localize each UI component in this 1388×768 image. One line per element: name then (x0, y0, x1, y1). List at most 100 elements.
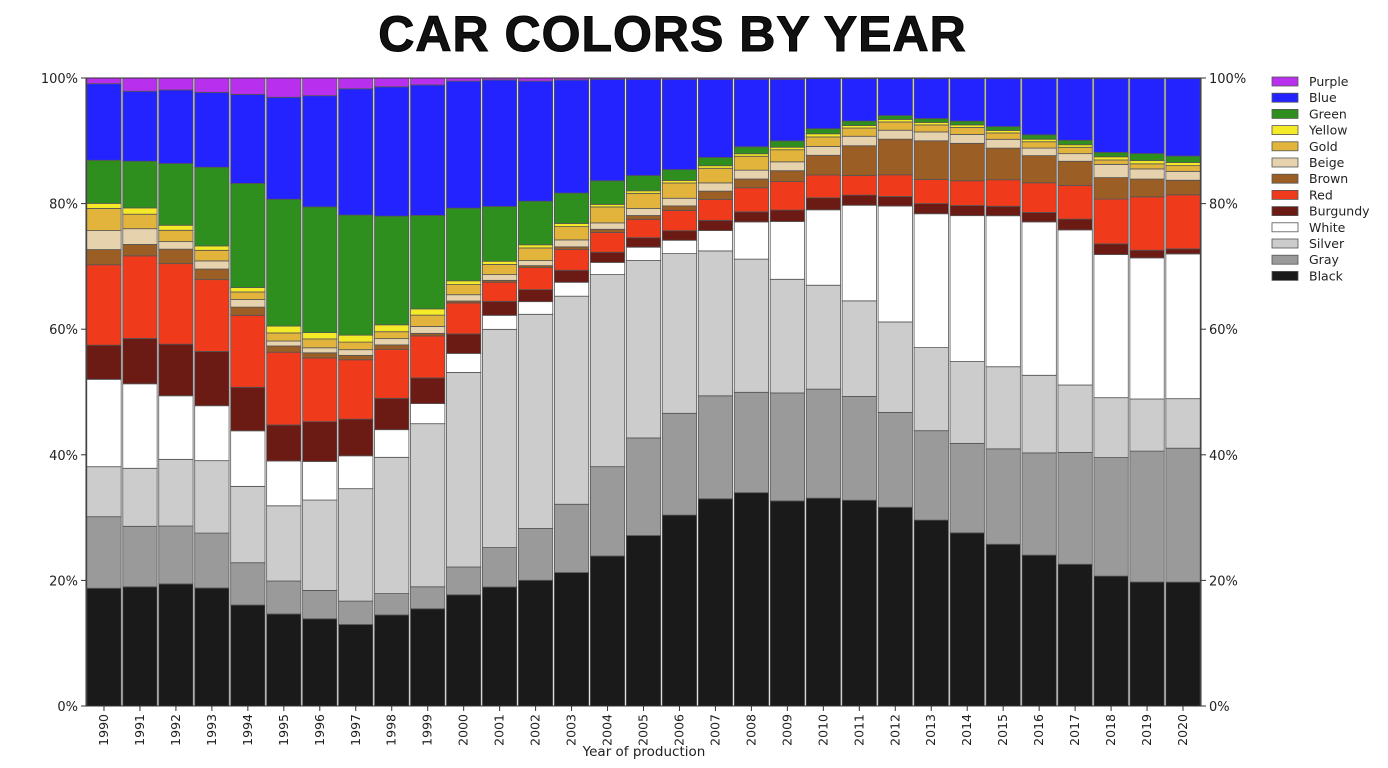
bar-segment-red-2016 (1021, 182, 1057, 213)
bar-segment-gray-1992 (158, 525, 194, 585)
bar-segment-beige-2001 (482, 274, 518, 281)
bar-segment-black-2018 (1093, 575, 1129, 707)
bar-segment-beige-1995 (266, 340, 302, 347)
bar-segment-silver-1997 (338, 488, 374, 602)
bar-segment-green-1992 (158, 163, 194, 226)
bar-segment-gold-2019 (1129, 163, 1165, 170)
bar-segment-blue-1999 (410, 84, 446, 216)
bar-segment-green-2012 (877, 115, 913, 120)
bar-segment-gray-1994 (230, 562, 266, 606)
bar-segment-brown-2017 (1057, 160, 1093, 186)
x-tick-label-2005: 2005 (636, 714, 651, 746)
bar-segment-white-2002 (518, 301, 554, 315)
bar-segment-gray-2016 (1021, 452, 1057, 556)
bar-segment-green-2016 (1021, 134, 1057, 140)
bar-segment-beige-2014 (949, 134, 985, 144)
bar-segment-blue-2013 (913, 78, 949, 119)
bar-segment-blue-2014 (949, 78, 985, 122)
bar-segment-silver-1991 (122, 467, 158, 527)
bar-segment-silver-2000 (446, 372, 482, 568)
bar-segment-blue-1997 (338, 88, 374, 216)
bar-segment-white-2006 (661, 239, 698, 255)
bar-segment-blue-2008 (733, 78, 769, 148)
bar-segment-yellow-1990 (86, 202, 122, 209)
bar-segment-gray-1993 (194, 532, 230, 589)
bar-segment-green-1998 (374, 215, 410, 326)
bar-segment-green-2001 (482, 206, 518, 262)
bar-segment-brown-1990 (86, 249, 122, 266)
bar-segment-red-2000 (446, 302, 482, 335)
bar-segment-white-1999 (410, 403, 446, 425)
bar-segment-beige-2013 (913, 131, 949, 142)
legend-label-yellow: Yellow (1308, 123, 1347, 138)
bar-segment-yellow-1993 (194, 245, 230, 251)
bar-segment-red-2018 (1093, 198, 1129, 245)
bar-segment-silver-2016 (1021, 374, 1057, 454)
bar-segment-black-1995 (266, 613, 302, 707)
bar-segment-burgundy-2020 (1165, 248, 1201, 255)
bar-segment-green-2003 (553, 192, 590, 224)
bar-segment-gold-2002 (518, 247, 554, 261)
bar-segment-yellow-1995 (266, 325, 302, 334)
bar-segment-black-2000 (446, 594, 482, 707)
bar-segment-beige-1992 (158, 241, 194, 250)
bar-segment-gold-2016 (1021, 141, 1057, 149)
bar-segment-brown-2013 (913, 140, 949, 180)
bar-segment-gray-2004 (589, 466, 626, 557)
bar-segment-burgundy-1994 (230, 386, 266, 432)
bar-segment-beige-2000 (446, 294, 482, 302)
bar-segment-blue-2011 (841, 78, 877, 122)
bar-segment-green-2009 (769, 140, 805, 148)
y-tick-label-left: 40% (49, 449, 78, 464)
bar-segment-silver-2011 (841, 300, 877, 397)
bar-segment-blue-2019 (1129, 78, 1165, 155)
bar-segment-red-2014 (949, 180, 985, 206)
bar-segment-brown-2018 (1093, 177, 1129, 200)
bar-segment-beige-2020 (1165, 170, 1201, 181)
bar-segment-yellow-1998 (374, 324, 410, 333)
bar-segment-blue-1993 (194, 91, 230, 168)
bar-segment-black-2009 (769, 500, 805, 707)
bar-segment-purple-1993 (194, 77, 230, 93)
bar-segment-green-2020 (1165, 155, 1201, 163)
bar-segment-gold-1991 (122, 213, 158, 230)
bar-segment-red-2015 (985, 179, 1021, 207)
bar-segment-gray-2003 (553, 503, 590, 573)
bar-segment-yellow-1994 (230, 287, 266, 293)
bar-segment-brown-2007 (697, 190, 734, 200)
bar-segment-yellow-2000 (446, 280, 482, 285)
y-axis-left: 0% 20% 40% 60% 80% 100% (41, 72, 86, 715)
bar-segment-white-2013 (913, 213, 949, 349)
bar-segment-green-2014 (949, 120, 985, 126)
x-tick-label-1997: 1997 (348, 714, 363, 746)
legend-swatch-beige (1271, 157, 1299, 168)
bar-segment-gray-2011 (841, 396, 877, 501)
bar-segment-black-2020 (1165, 581, 1201, 707)
x-tick-label-2001: 2001 (492, 714, 507, 746)
x-tick-label-2020: 2020 (1175, 714, 1190, 746)
bar-segment-gold-1994 (230, 291, 266, 300)
bar-segment-burgundy-2016 (1021, 212, 1057, 223)
bar-segment-gold-2004 (589, 206, 626, 224)
bar-segment-black-2003 (553, 572, 590, 707)
bar-segment-green-1999 (410, 214, 446, 310)
x-tick-label-2004: 2004 (600, 714, 615, 746)
bar-segment-white-2008 (733, 221, 769, 260)
bar-segment-yellow-1999 (410, 308, 446, 316)
bar-segment-white-1995 (266, 460, 302, 507)
x-tick-label-2000: 2000 (456, 714, 471, 746)
bar-segment-purple-1994 (230, 77, 266, 95)
bar-segment-silver-1999 (410, 423, 446, 588)
legend-swatch-black (1271, 270, 1299, 281)
x-tick-label-2014: 2014 (959, 714, 974, 746)
bar-segment-white-2020 (1165, 253, 1201, 400)
bar-segment-burgundy-2012 (877, 196, 913, 207)
bar-segment-beige-1997 (338, 349, 374, 356)
bar-segment-black-2012 (877, 506, 913, 707)
bar-segment-gray-2005 (625, 437, 662, 536)
y-tick-label-right: 100% (1209, 72, 1246, 87)
y-tick-label-left: 100% (41, 72, 78, 87)
bar-segment-gold-2003 (553, 226, 590, 241)
bar-segment-black-2011 (841, 499, 877, 707)
